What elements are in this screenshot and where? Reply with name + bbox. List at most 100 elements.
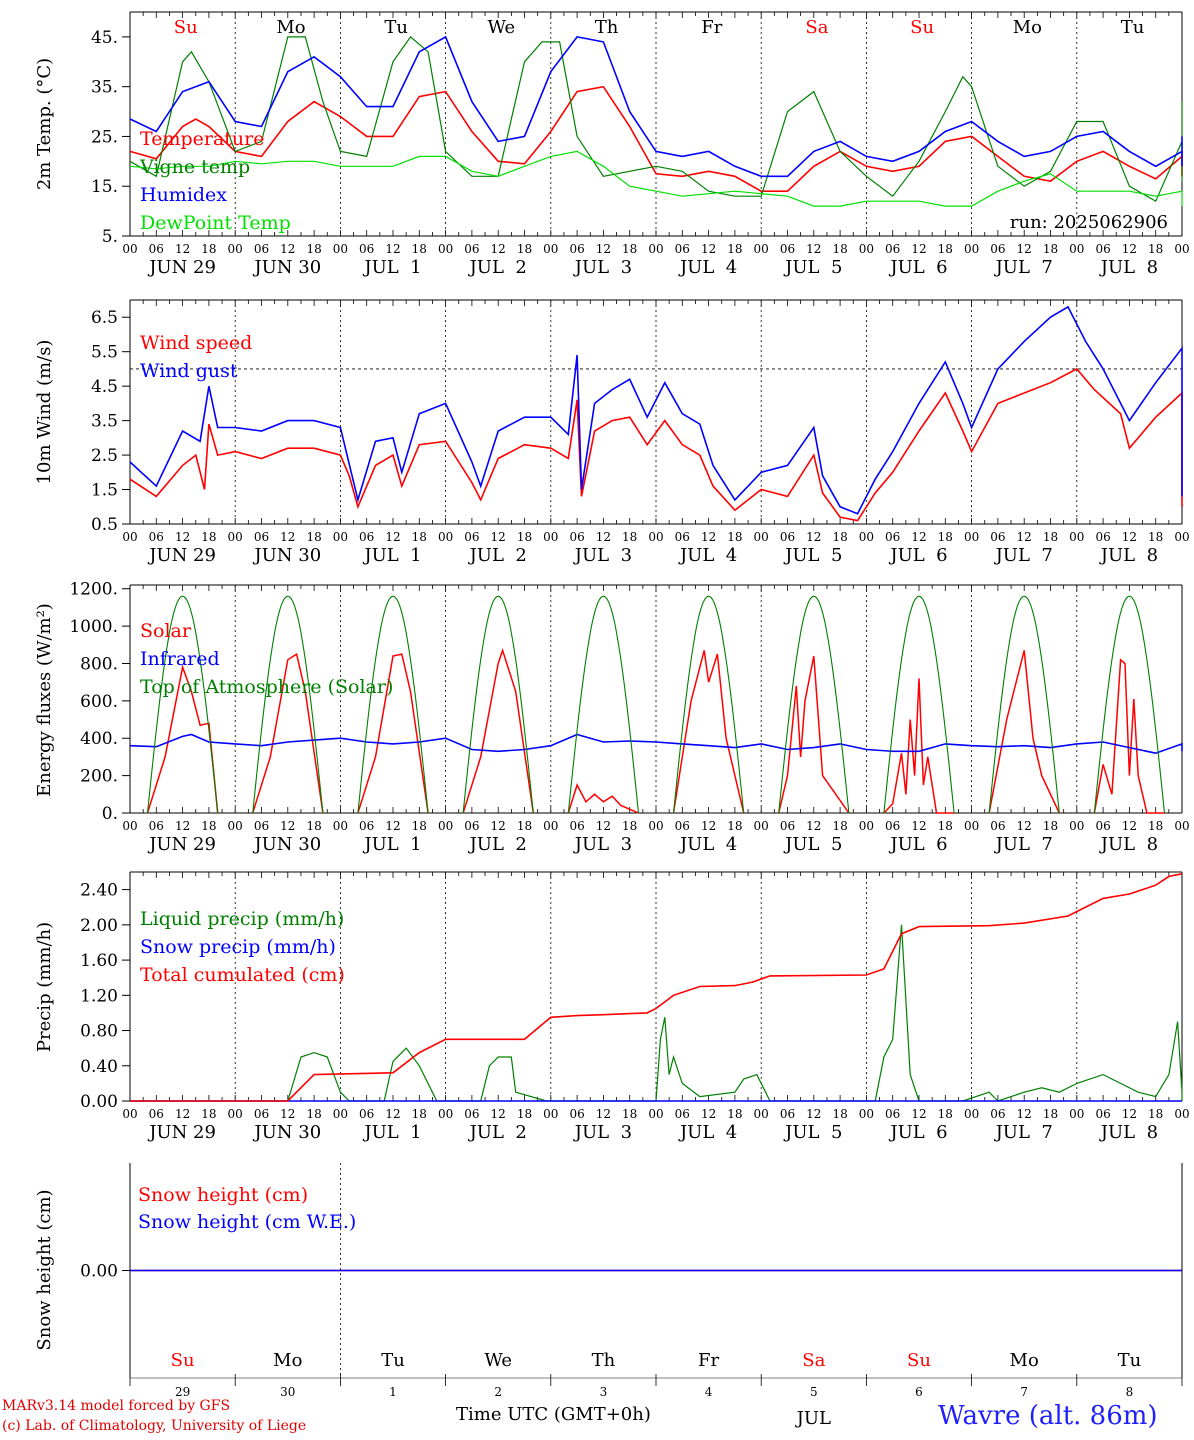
hour-tick-label: 12 [491, 819, 506, 833]
date-label: JUL 3 [573, 1122, 632, 1143]
date-label: JUL 8 [1099, 545, 1158, 566]
bottom-month-label: JUL [795, 1408, 831, 1429]
date-label: JUN 29 [147, 257, 216, 278]
hour-tick-label: 18 [727, 1107, 742, 1121]
series-line [462, 595, 534, 814]
hour-tick-label: 18 [412, 242, 427, 256]
date-label: JUL 7 [994, 545, 1053, 566]
model-credit: MARv3.14 model forced by GFS [2, 1398, 231, 1414]
series-line [988, 650, 1060, 814]
y-tick-label: 35. [91, 78, 118, 98]
legend-entry: Snow precip (mm/h) [140, 936, 336, 958]
legend-entry: Wind speed [140, 332, 252, 354]
hour-tick-label: 18 [727, 242, 742, 256]
hour-tick-label: 18 [622, 1107, 637, 1121]
hour-tick-label: 18 [517, 242, 532, 256]
hour-tick-label: 18 [622, 242, 637, 256]
hour-tick-label: 06 [254, 819, 269, 833]
y-tick-label: 600. [80, 692, 118, 712]
hour-tick-label: 12 [596, 242, 611, 256]
panel-1: 00 06 12 18 00 06 12 18 00 06 12 18 00 06 12 18 00 06 12 18… [34, 11, 1190, 278]
series-line [252, 595, 324, 814]
date-label: JUL 3 [573, 545, 632, 566]
date-label: JUL 2 [468, 257, 527, 278]
y-tick-label: 2.00 [80, 916, 118, 936]
bottom-day-label: Su [907, 1350, 931, 1371]
hour-tick-label: 00 [1069, 819, 1084, 833]
hour-tick-label: 00 [543, 819, 558, 833]
y-tick-label: 400. [80, 729, 118, 749]
date-label: JUN 30 [252, 1122, 321, 1143]
hour-tick-label: 00 [1069, 242, 1084, 256]
series-line [129, 150, 1183, 207]
series-line [130, 873, 1183, 1102]
day-label: Tu [1121, 17, 1145, 38]
hour-tick-label: 00 [1174, 1107, 1189, 1121]
hour-tick-label: 00 [754, 819, 769, 833]
legend-entry: Total cumulated (cm) [140, 964, 345, 986]
bottom-date-label: 2 [494, 1385, 502, 1399]
series-line [129, 35, 1183, 178]
y-tick-label: 200. [80, 767, 118, 787]
legend-entry: Snow height (cm) [138, 1184, 308, 1206]
date-label: JUL 5 [783, 257, 842, 278]
hour-tick-label: 12 [385, 242, 400, 256]
hour-tick-label: 12 [1017, 1107, 1032, 1121]
hour-tick-label: 00 [228, 530, 243, 544]
hour-tick-label: 18 [727, 530, 742, 544]
legend-entry: Wind gust [140, 360, 238, 382]
hour-tick-label: 00 [543, 1107, 558, 1121]
date-label: JUL 6 [888, 834, 947, 855]
date-label: JUL 7 [994, 257, 1053, 278]
hour-tick-label: 06 [675, 530, 690, 544]
hour-tick-label: 00 [333, 1107, 348, 1121]
hour-tick-label: 12 [280, 530, 295, 544]
hour-tick-label: 18 [1043, 530, 1058, 544]
hour-tick-label: 06 [990, 242, 1005, 256]
hour-tick-label: 06 [885, 819, 900, 833]
hour-tick-label: 12 [1017, 530, 1032, 544]
y-tick-label: 1200. [69, 580, 118, 600]
hour-tick-label: 00 [1069, 530, 1084, 544]
hour-tick-label: 12 [911, 819, 926, 833]
date-label: JUL 8 [1099, 257, 1158, 278]
bottom-date-label: 4 [705, 1385, 713, 1399]
y-axis-title: Precip (mm/h) [34, 922, 55, 1052]
hour-tick-label: 12 [806, 242, 821, 256]
date-label: JUL 8 [1099, 1122, 1158, 1143]
hour-tick-label: 00 [859, 819, 874, 833]
hour-tick-label: 18 [517, 530, 532, 544]
y-tick-label: 6.5 [91, 308, 118, 328]
date-label: JUL 4 [678, 1122, 737, 1143]
hour-tick-label: 18 [201, 530, 216, 544]
day-label: Su [910, 17, 934, 38]
date-label: JUN 29 [147, 1122, 216, 1143]
hour-tick-label: 06 [254, 530, 269, 544]
hour-tick-label: 12 [701, 242, 716, 256]
hour-tick-label: 06 [149, 530, 164, 544]
hour-tick-label: 00 [333, 530, 348, 544]
hour-tick-label: 12 [596, 530, 611, 544]
hour-tick-label: 18 [622, 819, 637, 833]
hour-tick-label: 06 [464, 1107, 479, 1121]
hour-tick-label: 06 [569, 530, 584, 544]
y-tick-label: 0.00 [80, 1092, 118, 1112]
day-label: Mo [1013, 17, 1042, 38]
hour-tick-label: 06 [990, 530, 1005, 544]
hour-tick-label: 12 [175, 530, 190, 544]
date-label: JUN 29 [147, 834, 216, 855]
day-label: Sa [805, 17, 828, 38]
date-label: JUL 6 [888, 1122, 947, 1143]
hour-tick-label: 00 [859, 1107, 874, 1121]
hour-tick-label: 00 [859, 530, 874, 544]
legend-entry: Infrared [140, 648, 220, 670]
series-line [883, 678, 955, 814]
date-label: JUL 1 [362, 545, 421, 566]
date-label: JUL 3 [573, 834, 632, 855]
hour-tick-label: 18 [1148, 1107, 1163, 1121]
hour-tick-label: 18 [1148, 530, 1163, 544]
hour-tick-label: 06 [569, 819, 584, 833]
date-label: JUL 5 [783, 545, 842, 566]
hour-tick-label: 12 [175, 242, 190, 256]
series-line [1093, 595, 1166, 814]
